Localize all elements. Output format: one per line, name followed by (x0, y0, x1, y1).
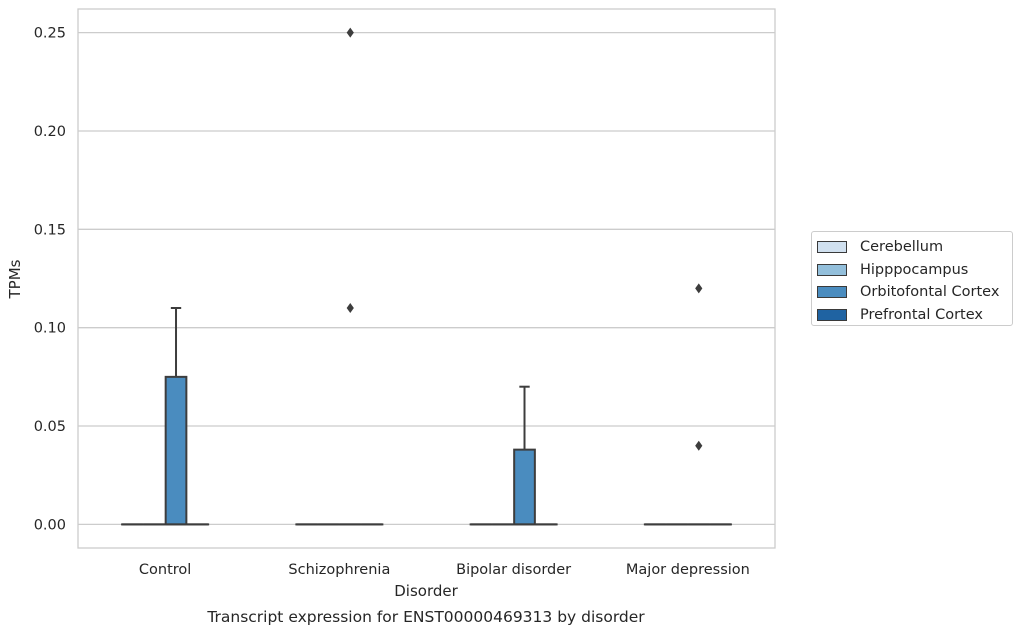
legend-swatch (817, 241, 847, 253)
outlier-point (695, 283, 702, 293)
box-orbitofontal-cortex (688, 283, 709, 524)
y-tick-labels: 0.00 0.05 0.10 0.15 0.20 0.25 (34, 26, 66, 534)
y-tick-label: 0.20 (34, 124, 66, 140)
y-tick-label: 0.05 (34, 419, 66, 435)
x-axis-label: Disorder (394, 582, 458, 600)
outlier-point (695, 441, 702, 451)
box-body (514, 450, 535, 525)
legend-swatch (817, 264, 847, 276)
legend-item: Hipppocampus (817, 259, 1012, 282)
legend-label: Orbitofontal Cortex (860, 284, 999, 300)
box-orbitofontal-cortex (514, 387, 535, 525)
legend-label: Prefrontal Cortex (860, 307, 983, 323)
legend-item: Cerebellum (817, 236, 1012, 259)
y-tick-label: 0.10 (34, 321, 66, 337)
y-tick-label: 0.25 (34, 26, 66, 42)
box-marks (122, 28, 731, 525)
legend-label: Hipppocampus (860, 262, 968, 278)
chart-title: Transcript expression for ENST0000046931… (206, 608, 645, 626)
x-tick-label: Bipolar disorder (456, 562, 571, 578)
outlier-point (347, 303, 354, 313)
box-body (166, 377, 187, 525)
box-orbitofontal-cortex (166, 308, 187, 524)
x-tick-label: Major depression (626, 562, 750, 578)
legend: Cerebellum Hipppocampus Orbitofontal Corte… (811, 231, 1013, 326)
box-orbitofontal-cortex (340, 28, 361, 525)
x-tick-labels: Control Schizophrenia Bipolar disorder Majo… (139, 562, 750, 578)
legend-swatch (817, 286, 847, 298)
legend-item: Orbitofontal Cortex (817, 281, 1012, 304)
y-axis-label: TPMs (6, 259, 24, 299)
x-tick-label: Schizophrenia (288, 562, 390, 578)
outlier-point (347, 28, 354, 38)
legend-label: Cerebellum (860, 239, 943, 255)
legend-swatch (817, 309, 847, 321)
y-tick-label: 0.00 (34, 517, 66, 533)
legend-item: Prefrontal Cortex (817, 304, 1012, 327)
y-tick-label: 0.15 (34, 222, 66, 238)
x-tick-label: Control (139, 562, 191, 578)
